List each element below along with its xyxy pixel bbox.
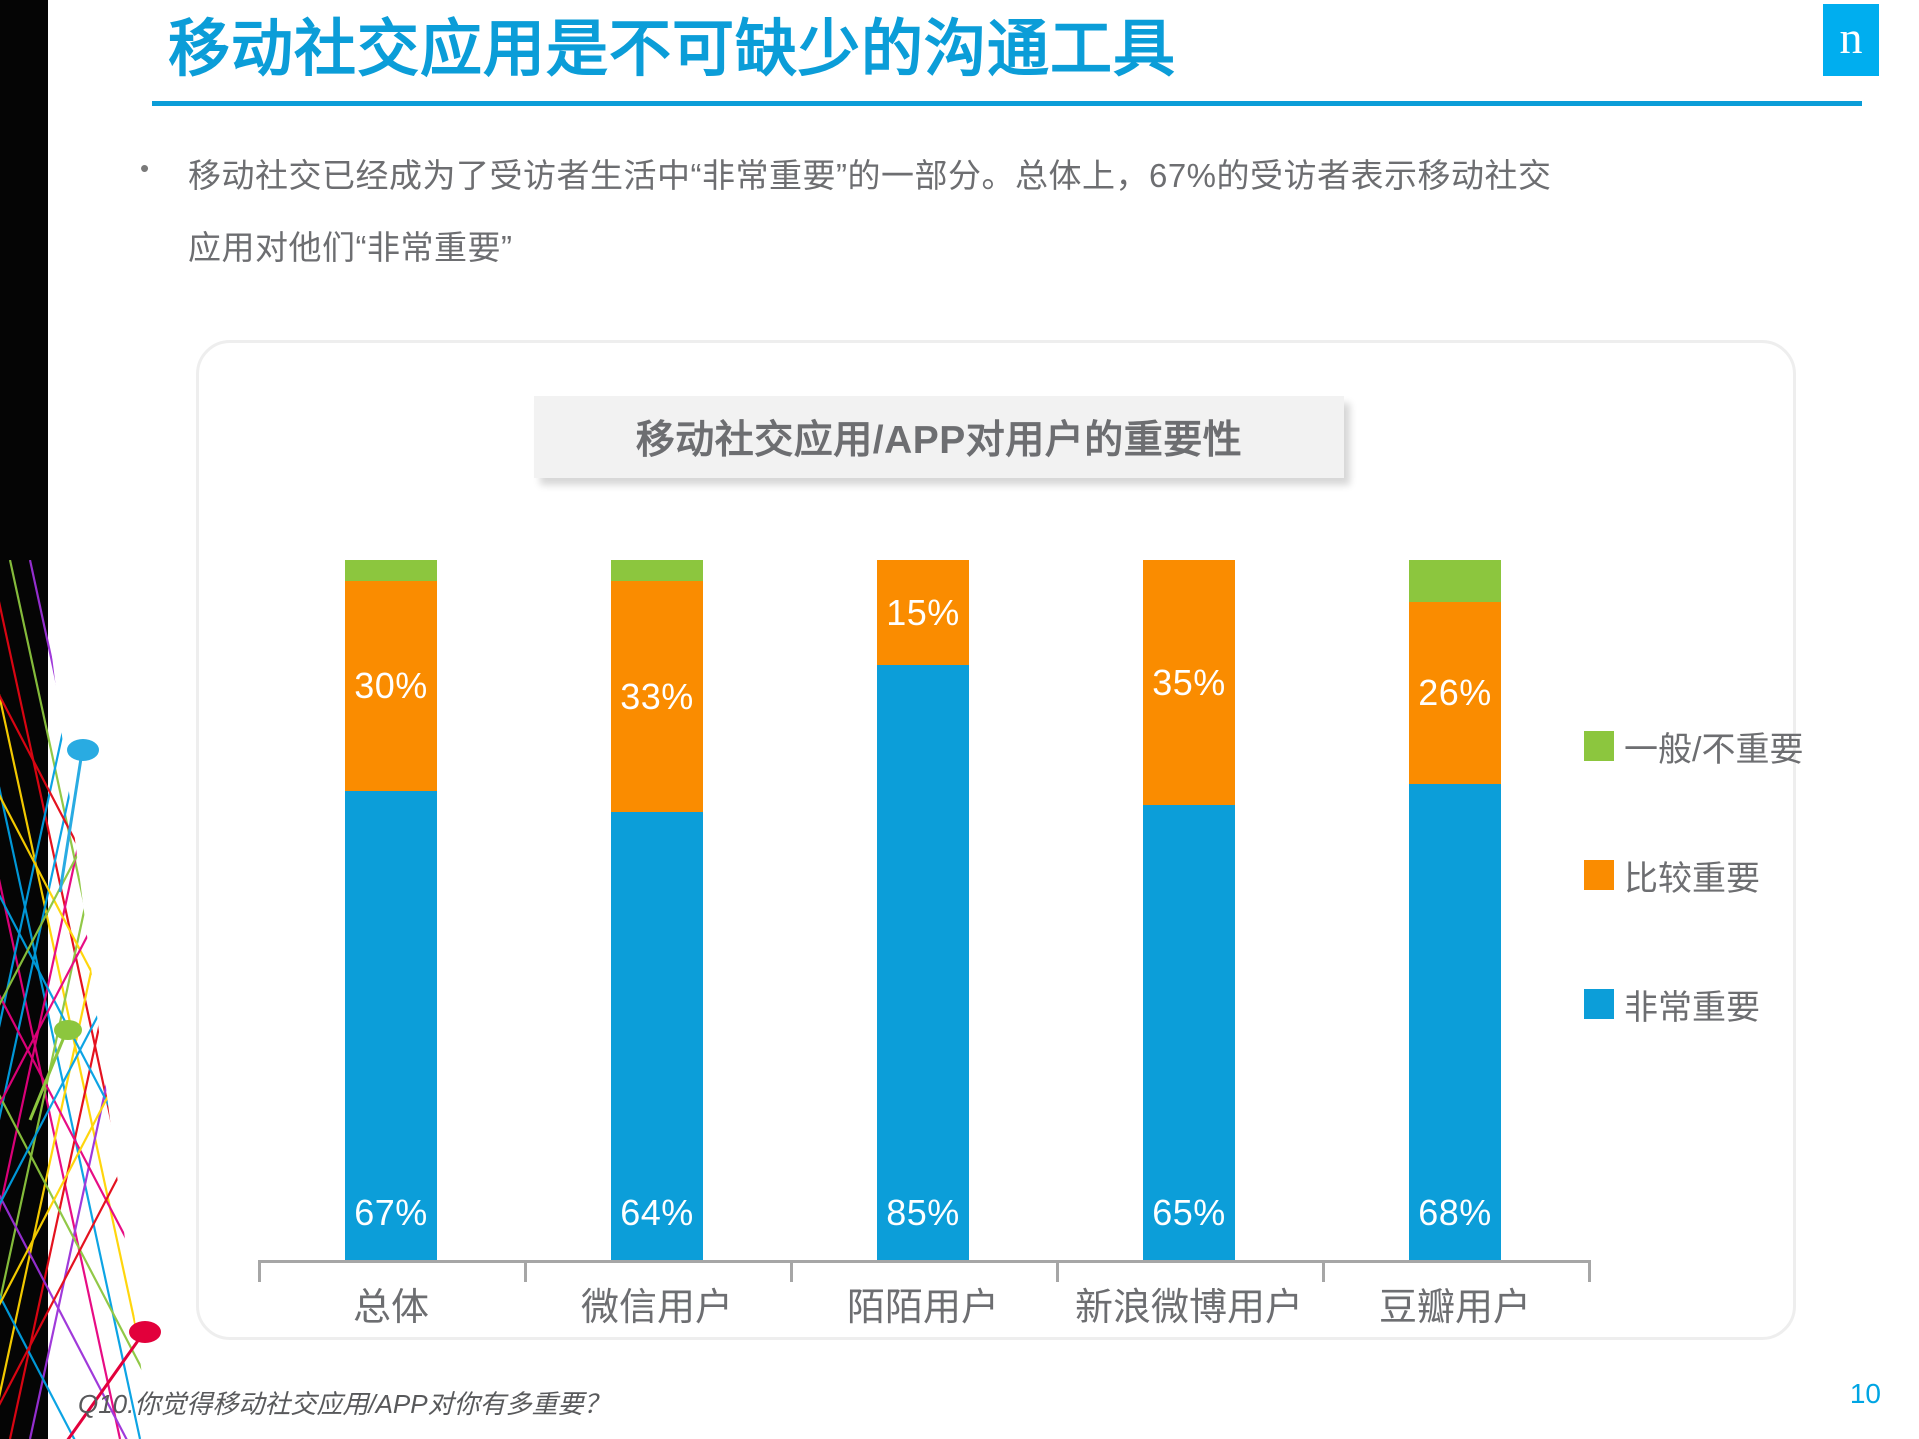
nielsen-logo-letter: n xyxy=(1839,12,1863,63)
x-axis-tick xyxy=(1588,1260,1591,1282)
bullet-marker-icon: • xyxy=(140,153,150,183)
chart-plot-area: 30% 67% 33% 64% 15% 85% 35% 65% 26% 68% xyxy=(258,560,1591,1282)
bar-value-label: 35% xyxy=(1152,661,1226,703)
bar-value-label: 15% xyxy=(886,591,960,633)
x-axis-label: 新浪微博用户 xyxy=(1074,1287,1303,1329)
chart-legend: 一般/不重要 比较重要非常重要 xyxy=(1584,726,1803,1027)
title-underline-rule xyxy=(152,101,1862,106)
x-axis-label: 陌陌用户 xyxy=(846,1287,999,1329)
x-axis-tick xyxy=(258,1260,261,1282)
bar-segment: 30% xyxy=(345,581,437,791)
page-number: 10 xyxy=(1849,1378,1881,1409)
legend-label: 非常重要 xyxy=(1624,988,1760,1027)
bar-column: 26% 68% xyxy=(1322,560,1588,1260)
bar-column: 35% 65% xyxy=(1056,560,1322,1260)
bar-value-label: 64% xyxy=(620,1192,694,1233)
bar-stack: 15% 85% xyxy=(877,560,969,1260)
bar-value-label: 65% xyxy=(1152,1192,1226,1233)
mesh-nodes xyxy=(28,739,161,1439)
x-axis-label: 总体 xyxy=(352,1287,429,1329)
legend-item[interactable]: 非常重要 xyxy=(1584,984,1803,1027)
intro-bullet-text: 移动社交已经成为了受访者生活中“非常重要”的一部分。总体上，67%的受访者表示移… xyxy=(188,157,1552,266)
red-node-dot xyxy=(129,1321,161,1343)
bar-column: 33% 64% xyxy=(524,560,790,1260)
bar-segment: 65% xyxy=(1143,805,1235,1260)
bar-value-label: 67% xyxy=(354,1192,428,1233)
legend-item[interactable]: 一般/不重要 xyxy=(1584,726,1803,769)
intro-bullet: • 移动社交已经成为了受访者生活中“非常重要”的一部分。总体上，67%的受访者表… xyxy=(140,140,1760,284)
chart-title-box: 移动社交应用/APP对用户的重要性 xyxy=(534,396,1344,478)
bar-value-label: 26% xyxy=(1418,672,1492,713)
x-axis-label: 豆瓣用户 xyxy=(1378,1287,1531,1329)
bar-column: 30% 67% xyxy=(258,560,524,1260)
bar-column: 15% 85% xyxy=(790,560,1056,1260)
x-axis-label: 微信用户 xyxy=(580,1287,733,1329)
chart-title: 移动社交应用/APP对用户的重要性 xyxy=(635,419,1243,462)
bar-segment: 68% xyxy=(1409,784,1501,1260)
legend-label: 一般/不重要 xyxy=(1624,730,1804,769)
bar-value-label: 30% xyxy=(354,665,428,706)
bar-segment: 67% xyxy=(345,791,437,1260)
bar-value-label: 33% xyxy=(620,675,694,717)
bar-value-label: 68% xyxy=(1418,1192,1492,1233)
chart-card xyxy=(196,340,1796,1340)
bar-segment xyxy=(1409,560,1501,602)
bar-segment: 64% xyxy=(611,812,703,1260)
x-axis-tick xyxy=(1322,1260,1325,1282)
question-footnote: Q10.你觉得移动社交应用/APP对你有多重要？ xyxy=(78,1389,610,1419)
bar-value-label: 85% xyxy=(886,1192,960,1233)
blue-node-dot xyxy=(67,739,99,761)
bar-segment: 85% xyxy=(877,665,969,1260)
bar-columns: 30% 67% 33% 64% 15% 85% 35% 65% 26% 68% xyxy=(258,560,1588,1260)
x-axis-tick xyxy=(790,1260,793,1282)
legend-swatch-icon xyxy=(1584,860,1614,890)
bar-segment: 33% xyxy=(611,581,703,812)
legend-swatch-icon xyxy=(1584,989,1614,1019)
x-axis-tick xyxy=(1056,1260,1059,1282)
bar-stack: 33% 64% xyxy=(611,560,703,1260)
bar-segment: 15% xyxy=(877,560,969,665)
bar-segment: 35% xyxy=(1143,560,1235,805)
bar-stack: 30% 67% xyxy=(345,560,437,1260)
bar-stack: 35% 65% xyxy=(1143,560,1235,1260)
bar-segment: 26% xyxy=(1409,602,1501,784)
legend-swatch-icon xyxy=(1584,731,1614,761)
left-black-strip xyxy=(0,0,48,1439)
green-node-dot xyxy=(54,1020,82,1040)
x-axis-line xyxy=(258,1260,1588,1263)
bar-stack: 26% 68% xyxy=(1409,560,1501,1260)
page-title: 移动社交应用是不可缺少的沟通工具 xyxy=(168,15,1177,84)
x-axis-tick xyxy=(524,1260,527,1282)
bar-segment xyxy=(345,560,437,581)
x-axis-category-labels: 总体 微信用户 陌陌用户 新浪微博用户 豆瓣用户 xyxy=(258,1276,1588,1331)
nielsen-logo: n xyxy=(1823,4,1879,76)
legend-item[interactable]: 比较重要 xyxy=(1584,855,1803,898)
bar-segment xyxy=(611,560,703,581)
legend-label: 比较重要 xyxy=(1624,859,1760,898)
